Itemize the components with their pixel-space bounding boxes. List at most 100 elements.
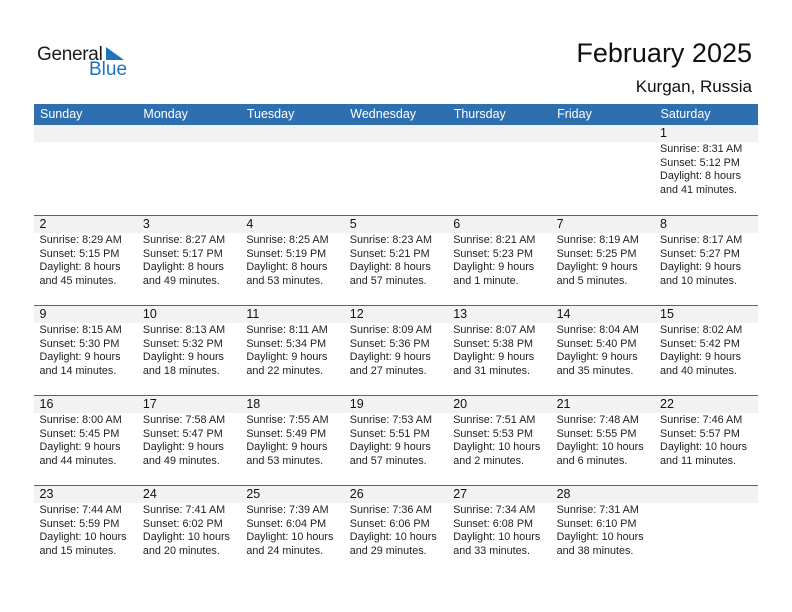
minutes-text: and 11 minutes. <box>660 454 737 467</box>
empty-day-cell <box>655 486 758 575</box>
daylight-text: Daylight: 10 hours <box>556 531 644 543</box>
day-number: 17 <box>142 397 157 411</box>
day-cell: 13 Sunrise: 8:07 AM Sunset: 5:38 PM Dayligh… <box>448 306 551 395</box>
sunset-text: Sunset: 5:59 PM <box>39 517 120 530</box>
day-number: 21 <box>556 397 571 411</box>
sunset-text: Sunset: 5:55 PM <box>556 427 637 440</box>
day-cell: 25 Sunrise: 7:39 AM Sunset: 6:04 PM Dayligh… <box>241 486 344 575</box>
daylight-text: Daylight: 9 hours <box>453 351 535 363</box>
day-number: 28 <box>556 487 571 501</box>
sunset-text: Sunset: 5:19 PM <box>246 247 327 260</box>
sunset-text: Sunset: 5:17 PM <box>142 247 223 260</box>
sunrise-text: Sunrise: 8:19 AM <box>556 234 639 246</box>
sunset-text: Sunset: 6:04 PM <box>246 517 327 530</box>
weekday-header: Sunday Monday Tuesday Wednesday Thursday Frid… <box>34 104 758 125</box>
day-number: 19 <box>349 397 364 411</box>
daylight-text: Daylight: 8 hours <box>39 261 121 273</box>
day-cell: 26 Sunrise: 7:36 AM Sunset: 6:06 PM Dayligh… <box>344 486 447 575</box>
daylight-text: Daylight: 10 hours <box>556 441 644 453</box>
day-number: 25 <box>246 487 261 501</box>
minutes-text: and 24 minutes. <box>246 544 324 557</box>
daylight-text: Daylight: 9 hours <box>660 261 742 273</box>
minutes-text: and 29 minutes. <box>349 544 427 557</box>
empty-day-cell <box>241 125 344 215</box>
daylight-text: Daylight: 9 hours <box>142 351 224 363</box>
sunrise-text: Sunrise: 8:25 AM <box>246 234 329 246</box>
daylight-text: Daylight: 8 hours <box>246 261 328 273</box>
minutes-text: and 40 minutes. <box>660 364 737 377</box>
sunrise-text: Sunrise: 8:23 AM <box>349 234 432 246</box>
sunset-text: Sunset: 6:08 PM <box>453 517 534 530</box>
sunset-text: Sunset: 5:27 PM <box>660 247 740 260</box>
weekday-monday: Monday <box>143 107 188 121</box>
logo: General Blue <box>37 44 137 84</box>
sunset-text: Sunset: 5:38 PM <box>453 337 534 350</box>
weekday-sunday: Sunday <box>40 107 83 121</box>
daylight-text: Daylight: 9 hours <box>556 351 638 363</box>
sunrise-text: Sunrise: 7:36 AM <box>349 504 432 516</box>
minutes-text: and 57 minutes. <box>349 274 427 287</box>
weekday-thursday: Thursday <box>453 107 506 121</box>
sunrise-text: Sunrise: 7:41 AM <box>142 504 226 516</box>
minutes-text: and 35 minutes. <box>556 364 634 377</box>
sunrise-text: Sunrise: 7:58 AM <box>142 414 226 426</box>
sunrise-text: Sunrise: 8:09 AM <box>349 324 432 336</box>
day-cell: 23 Sunrise: 7:44 AM Sunset: 5:59 PM Dayligh… <box>34 486 137 575</box>
weekday-friday: Friday <box>557 107 592 121</box>
empty-day-cell <box>344 125 447 215</box>
minutes-text: and 33 minutes. <box>453 544 531 557</box>
daylight-text: Daylight: 9 hours <box>246 351 328 363</box>
logo-blue-text: Blue <box>89 59 128 80</box>
sunset-text: Sunset: 5:21 PM <box>349 247 430 260</box>
sunset-text: Sunset: 5:34 PM <box>246 337 327 350</box>
daylight-text: Daylight: 10 hours <box>39 531 127 543</box>
daylight-text: Daylight: 10 hours <box>349 531 437 543</box>
sunrise-text: Sunrise: 7:34 AM <box>453 504 536 516</box>
sunrise-text: Sunrise: 7:31 AM <box>556 504 639 516</box>
day-cell: 3 Sunrise: 8:27 AM Sunset: 5:17 PM Daylight… <box>137 216 240 305</box>
day-number: 2 <box>39 217 47 231</box>
day-cell: 17 Sunrise: 7:58 AM Sunset: 5:47 PM Dayligh… <box>137 396 240 485</box>
day-number: 26 <box>349 487 364 501</box>
sunset-text: Sunset: 5:36 PM <box>349 337 430 350</box>
minutes-text: and 18 minutes. <box>142 364 220 377</box>
sunset-text: Sunset: 5:49 PM <box>246 427 327 440</box>
day-number: 10 <box>142 307 157 321</box>
daylight-text: Daylight: 9 hours <box>39 351 121 363</box>
weekday-saturday: Saturday <box>660 107 711 121</box>
minutes-text: and 14 minutes. <box>39 364 117 377</box>
day-number: 4 <box>246 217 254 231</box>
sunset-text: Sunset: 5:15 PM <box>39 247 120 260</box>
minutes-text: and 22 minutes. <box>246 364 324 377</box>
sunrise-text: Sunrise: 8:15 AM <box>39 324 122 336</box>
logo-general-text: General <box>37 44 103 65</box>
week-row: 23 Sunrise: 7:44 AM Sunset: 5:59 PM Dayligh… <box>34 485 758 575</box>
sunrise-text: Sunrise: 7:48 AM <box>556 414 639 426</box>
sunrise-text: Sunrise: 8:17 AM <box>660 234 743 246</box>
page-title: February 2025 <box>576 38 752 68</box>
day-number: 27 <box>453 487 468 501</box>
minutes-text: and 2 minutes. <box>453 454 525 467</box>
daylight-text: Daylight: 9 hours <box>142 441 224 453</box>
day-number: 20 <box>453 397 468 411</box>
day-number: 15 <box>660 307 674 321</box>
sunset-text: Sunset: 5:40 PM <box>556 337 637 350</box>
daylight-text: Daylight: 9 hours <box>556 261 638 273</box>
minutes-text: and 53 minutes. <box>246 454 324 467</box>
sunrise-text: Sunrise: 8:29 AM <box>39 234 122 246</box>
minutes-text: and 41 minutes. <box>660 183 737 196</box>
daylight-text: Daylight: 8 hours <box>660 170 742 182</box>
sunrise-text: Sunrise: 7:46 AM <box>660 414 743 426</box>
day-number: 11 <box>246 307 260 321</box>
empty-day-cell <box>448 125 551 215</box>
day-number: 8 <box>660 217 667 231</box>
minutes-text: and 5 minutes. <box>556 274 628 287</box>
sunset-text: Sunset: 5:51 PM <box>349 427 430 440</box>
sunset-text: Sunset: 5:53 PM <box>453 427 534 440</box>
day-cell: 28 Sunrise: 7:31 AM Sunset: 6:10 PM Dayligh… <box>551 486 654 575</box>
sunrise-text: Sunrise: 7:51 AM <box>453 414 536 426</box>
sunrise-text: Sunrise: 7:44 AM <box>39 504 122 516</box>
day-number: 12 <box>349 307 364 321</box>
minutes-text: and 45 minutes. <box>39 274 117 287</box>
sunrise-text: Sunrise: 8:04 AM <box>556 324 639 336</box>
